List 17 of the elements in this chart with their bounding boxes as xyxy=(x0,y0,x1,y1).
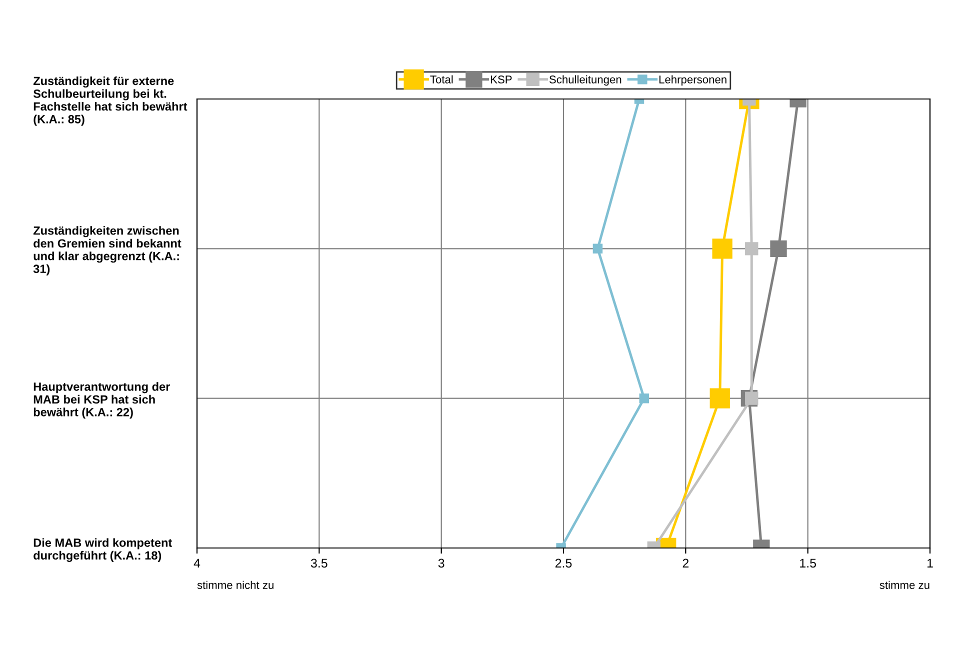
legend-label: Schulleitungen xyxy=(549,75,622,86)
x-tick-label: 2 xyxy=(682,558,689,568)
x-tick-label: 1.5 xyxy=(800,558,816,568)
y-tick-label: Zuständigkeiten zwischen den Gremien sind bekannt und klar abgegrenzt (K.A.: 31) xyxy=(33,226,182,276)
x-tick-label: 1 xyxy=(927,558,933,568)
x-tick-label: 3 xyxy=(438,558,444,568)
y-tick-label: Hauptverantwortung der MAB bei KSP hat sich bewährt (K.A.: 22) xyxy=(34,382,170,419)
legend-label: Total xyxy=(430,75,453,84)
x-tick-label: 2.5 xyxy=(555,558,572,568)
legend-label: Lehrpersonen xyxy=(659,75,726,86)
text: stimme zu xyxy=(880,580,930,589)
x-tick-label: 4 xyxy=(194,558,200,568)
y-tick-label: Zuständigkeit für externe Schulbeurteilung bei kt. Fachstelle hat sich bewährt (K.A.: 85) xyxy=(33,76,188,126)
text: stimme nicht zu xyxy=(197,580,274,589)
y-tick-label: Die MAB wird kompetent durchgeführt (K.A.: 18) xyxy=(34,538,172,562)
legend-label: KSP xyxy=(490,76,512,84)
x-tick-label: 3.5 xyxy=(310,558,328,568)
